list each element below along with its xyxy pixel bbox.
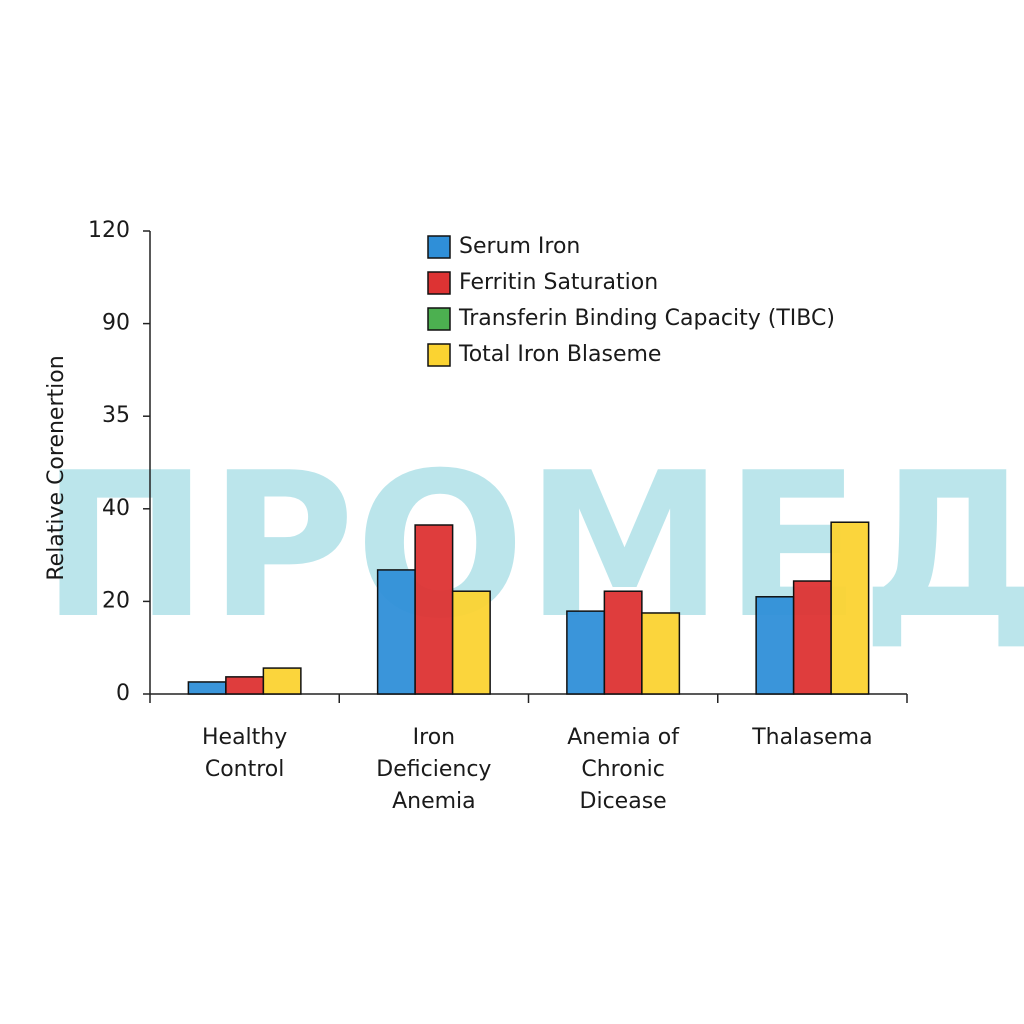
x-tick-label: Thalasema [751,725,872,750]
legend-label: Ferritin Saturation [459,270,658,295]
y-tick-label: 90 [102,311,130,336]
legend-swatch [427,271,451,295]
legend-label: Transferin Binding Capacity (TIBC) [458,306,835,331]
bar [414,524,454,695]
bar [225,676,265,695]
y-axis-label: Relative Corenertion [44,355,69,580]
bar [830,521,870,695]
legend-swatch [427,307,451,331]
y-tick-label: 20 [102,588,130,613]
x-tick-label: Iron Deficiency Anemia [376,725,491,814]
bar [792,580,832,695]
bar [187,681,227,695]
bar [566,610,606,695]
y-tick-label: 35 [102,403,130,428]
watermark: ПРОМЕД [41,430,1024,663]
bar [376,569,416,695]
legend-label: Total Iron Blaseme [458,342,661,367]
x-tick-label: Anemia of Chronic Dicease [567,725,680,814]
bar [603,590,643,695]
bar [262,667,302,695]
y-tick-label: 0 [116,681,130,706]
legend-swatch [427,235,451,259]
legend-label: Serum Iron [459,234,580,259]
y-tick-label: 40 [102,496,130,521]
x-tick-label: Healthy Control [202,725,287,782]
bar [451,590,491,695]
bar [755,596,795,695]
bar [641,612,681,695]
y-tick-label: 120 [88,218,130,243]
legend-swatch [427,343,451,367]
